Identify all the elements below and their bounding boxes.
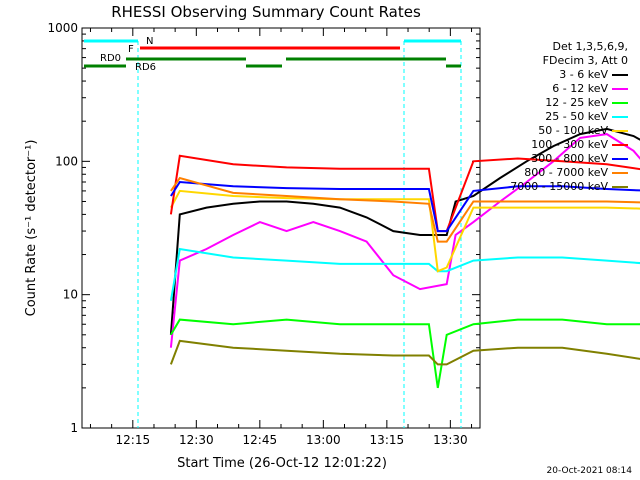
legend-entry: 50 - 100 keV <box>538 124 628 137</box>
legend-entry-label: 300 - 800 keV <box>531 152 608 165</box>
legend-entry-label: 25 - 50 keV <box>545 110 608 123</box>
series-line-8 <box>169 339 640 366</box>
n-flag-label: N <box>146 36 153 47</box>
legend-swatch <box>612 172 628 174</box>
f-flag-label: F <box>128 44 134 55</box>
timestamp: 20-Oct-2021 08:14 <box>546 466 632 476</box>
legend-swatch <box>612 144 628 146</box>
legend-entry: 7000 - 15000 keV <box>510 180 628 193</box>
x-axis-label: Start Time (26-Oct-12 12:01:22) <box>177 456 387 471</box>
legend-entry: 25 - 50 keV <box>545 110 628 123</box>
series-line-6 <box>170 180 640 233</box>
legend-entry: 100 - 300 keV <box>531 138 628 151</box>
series-line-0 <box>169 127 640 335</box>
legend-entry-label: 7000 - 15000 keV <box>510 180 608 193</box>
rd6-flag-label: RD6 <box>135 62 156 73</box>
legend-entry: 12 - 25 keV <box>545 96 628 109</box>
legend-entry-label: 3 - 6 keV <box>559 68 608 81</box>
x-tick-label: 12:45 <box>243 433 278 447</box>
legend-swatch <box>612 74 628 76</box>
y-tick-label: 10 <box>63 288 78 302</box>
series-line-2 <box>170 318 640 389</box>
rd0-flag-label: RD0 <box>100 53 121 64</box>
x-tick-label: 13:00 <box>306 433 341 447</box>
x-tick-label: 13:15 <box>370 433 405 447</box>
legend-entry-label: 100 - 300 keV <box>531 138 608 151</box>
legend-entry-label: 50 - 100 keV <box>538 124 608 137</box>
legend-swatch <box>612 130 628 132</box>
legend-entry: 3 - 6 keV <box>559 68 628 81</box>
legend-header: Det 1,3,5,6,9, <box>552 40 628 53</box>
series-line-3 <box>169 247 640 301</box>
plot-frame <box>81 27 481 429</box>
x-tick-label: 12:30 <box>179 433 214 447</box>
legend-swatch <box>612 158 628 160</box>
legend-swatch <box>612 102 628 104</box>
legend-swatch <box>612 88 628 90</box>
legend-swatch <box>612 186 628 188</box>
y-tick-label: 1 <box>70 421 78 435</box>
legend-entry-label: 6 - 12 keV <box>552 82 608 95</box>
legend-entry: 800 - 7000 keV <box>524 166 628 179</box>
y-axis-label: Count Rate (s⁻¹ detector⁻¹) <box>24 140 39 317</box>
x-tick-label: 13:30 <box>433 433 468 447</box>
series-line-4 <box>170 189 640 273</box>
series-line-7 <box>170 176 640 243</box>
legend-entry: 6 - 12 keV <box>552 82 628 95</box>
legend-header: FDecim 3, Att 0 <box>542 54 628 67</box>
chart-title: RHESSI Observing Summary Count Rates <box>111 3 421 21</box>
legend-entry-label: 12 - 25 keV <box>545 96 608 109</box>
series-line-1 <box>169 133 640 348</box>
y-tick-label: 1000 <box>47 21 78 35</box>
x-tick-label: 12:15 <box>116 433 151 447</box>
legend-entry-label: 800 - 7000 keV <box>524 166 608 179</box>
legend-swatch <box>612 116 628 118</box>
legend-entry: 300 - 800 keV <box>531 152 628 165</box>
y-tick-label: 100 <box>55 154 78 168</box>
